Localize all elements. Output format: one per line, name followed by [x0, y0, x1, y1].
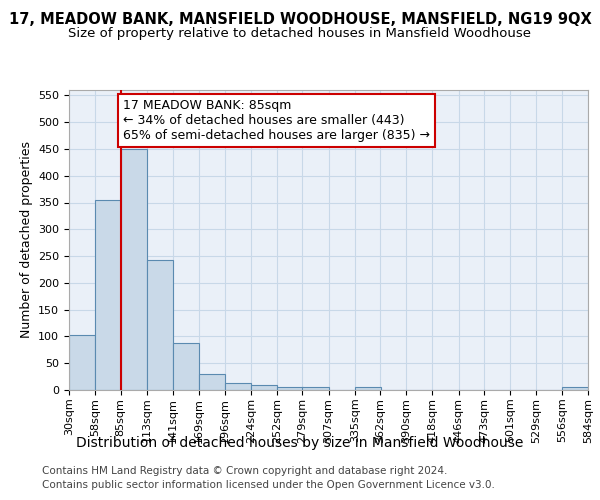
- Text: Contains HM Land Registry data © Crown copyright and database right 2024.: Contains HM Land Registry data © Crown c…: [42, 466, 448, 476]
- Y-axis label: Number of detached properties: Number of detached properties: [20, 142, 32, 338]
- Text: 17 MEADOW BANK: 85sqm
← 34% of detached houses are smaller (443)
65% of semi-det: 17 MEADOW BANK: 85sqm ← 34% of detached …: [124, 99, 430, 142]
- Bar: [173, 344, 199, 390]
- Bar: [95, 200, 121, 390]
- Text: Size of property relative to detached houses in Mansfield Woodhouse: Size of property relative to detached ho…: [68, 28, 532, 40]
- Bar: [147, 260, 173, 390]
- Bar: [224, 382, 251, 390]
- Bar: [355, 388, 381, 390]
- Text: 17, MEADOW BANK, MANSFIELD WOODHOUSE, MANSFIELD, NG19 9QX: 17, MEADOW BANK, MANSFIELD WOODHOUSE, MA…: [8, 12, 592, 28]
- Bar: [562, 388, 588, 390]
- Text: Distribution of detached houses by size in Mansfield Woodhouse: Distribution of detached houses by size …: [76, 436, 524, 450]
- Bar: [302, 388, 329, 390]
- Bar: [277, 388, 303, 390]
- Bar: [251, 385, 277, 390]
- Bar: [69, 335, 95, 390]
- Bar: [199, 374, 226, 390]
- Text: Contains public sector information licensed under the Open Government Licence v3: Contains public sector information licen…: [42, 480, 495, 490]
- Bar: [121, 149, 147, 390]
